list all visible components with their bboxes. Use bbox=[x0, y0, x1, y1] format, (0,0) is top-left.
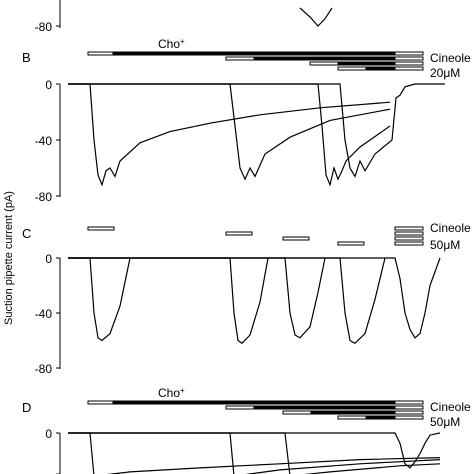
stimulus-bar-solid bbox=[112, 51, 396, 56]
y-tick-label: -80 bbox=[35, 190, 53, 204]
y-tick-label: 0 bbox=[45, 252, 52, 266]
stimulus-bar-open bbox=[394, 410, 424, 415]
trace-2 bbox=[68, 432, 441, 474]
panel-b-letter: B bbox=[22, 50, 31, 65]
panel-d-letter: D bbox=[22, 400, 31, 415]
panel-b-conc-label: 20μM bbox=[430, 66, 460, 80]
stimulus-bar-solid bbox=[310, 410, 396, 415]
stimulus-bar-open bbox=[394, 51, 424, 56]
panel-b-cho-label: Cho+ bbox=[158, 37, 185, 52]
stimulus-bar-solid bbox=[337, 61, 396, 66]
stimulus-bar-open bbox=[394, 236, 424, 241]
stimulus-bar-open bbox=[394, 56, 424, 61]
panel-c-cineole-label: Cineole bbox=[430, 221, 471, 235]
panel-a-remnant: -80 bbox=[35, 0, 333, 34]
stimulus-bar-open bbox=[394, 231, 424, 236]
trace-3 bbox=[68, 257, 326, 339]
stimulus-bar-open bbox=[394, 226, 424, 231]
stimulus-bar-open bbox=[87, 400, 114, 405]
y-tick-label: 0 bbox=[45, 78, 52, 92]
stimulus-bar-open bbox=[337, 415, 367, 420]
panel-d-cho-label: Cho+ bbox=[158, 386, 185, 401]
stimulus-bar-open bbox=[282, 410, 312, 415]
stimulus-bar-open bbox=[87, 51, 114, 56]
trace-2 bbox=[68, 257, 269, 345]
y-axis-label: Suction pipette current (pA) bbox=[3, 191, 15, 325]
y-tick-label: -80 bbox=[35, 20, 53, 34]
trace-2 bbox=[68, 83, 391, 181]
trace-4 bbox=[68, 432, 441, 469]
stimulus-bar-open bbox=[225, 56, 255, 61]
y-tick-label: -80 bbox=[35, 362, 53, 376]
stimulus-bar-open bbox=[337, 241, 365, 246]
y-tick-label: 0 bbox=[45, 427, 52, 441]
trace-1 bbox=[299, 7, 333, 27]
y-tick-label: -40 bbox=[35, 307, 53, 321]
trace-1 bbox=[68, 257, 131, 342]
y-tick-label: -40 bbox=[35, 134, 53, 148]
trace-5 bbox=[68, 257, 441, 339]
stimulus-bar-open bbox=[282, 236, 310, 241]
stimulus-bar-open bbox=[394, 400, 424, 405]
trace-1 bbox=[68, 83, 391, 187]
panel-c: C Cineole 50μM 0 -40 -80 bbox=[22, 221, 471, 376]
panel-b: B Cho+ Cineole 20μM 0 -40 -80 bbox=[22, 37, 471, 205]
panel-d: D Cho+ Cineole 50μM 0 bbox=[22, 386, 471, 474]
panel-d-conc-label: 50μM bbox=[430, 415, 460, 429]
stimulus-bar-open bbox=[394, 415, 424, 420]
trace-3 bbox=[68, 432, 441, 474]
stimulus-bar-open bbox=[87, 226, 115, 231]
stimulus-bar-open bbox=[394, 405, 424, 410]
stimulus-bar-solid bbox=[365, 66, 396, 71]
stimulus-bar-open bbox=[337, 66, 367, 71]
stimulus-bar-solid bbox=[253, 405, 396, 410]
trace-1 bbox=[68, 432, 441, 474]
trace-3 bbox=[68, 83, 391, 187]
stimulus-bar-open bbox=[394, 66, 424, 71]
stimulus-bar-open bbox=[225, 231, 253, 236]
stimulus-bar-solid bbox=[112, 400, 396, 405]
stimulus-bar-open bbox=[394, 241, 424, 246]
panel-b-cineole-label: Cineole bbox=[430, 51, 471, 65]
stimulus-bar-solid bbox=[253, 56, 396, 61]
stimulus-bar-open bbox=[394, 61, 424, 66]
trace-4 bbox=[68, 83, 445, 178]
stimulus-bar-solid bbox=[365, 415, 396, 420]
panel-c-conc-label: 50μM bbox=[430, 238, 460, 252]
trace-4 bbox=[68, 257, 386, 345]
panel-c-letter: C bbox=[22, 226, 31, 241]
stimulus-bar-open bbox=[309, 61, 339, 66]
stimulus-bar-open bbox=[225, 405, 255, 410]
panel-d-cineole-label: Cineole bbox=[430, 400, 471, 414]
